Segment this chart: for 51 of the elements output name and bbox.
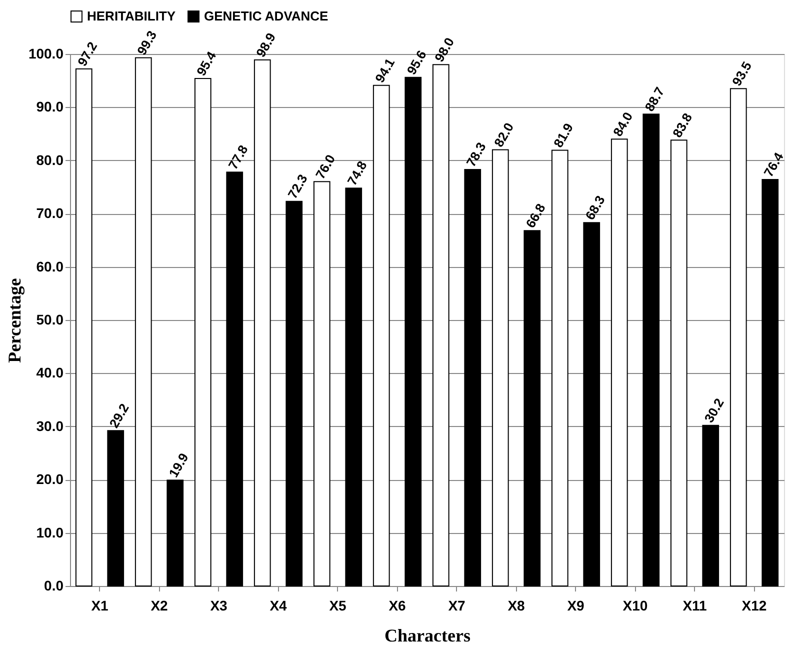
bar xyxy=(404,76,422,586)
bar xyxy=(583,222,600,586)
y-tick-label: 60.0 xyxy=(36,258,64,274)
y-tick-label: 50.0 xyxy=(36,312,64,328)
y-axis-title: Percentage xyxy=(4,278,24,363)
x-tick-label: X8 xyxy=(508,598,526,614)
y-tick-label: 20.0 xyxy=(36,471,64,488)
bar xyxy=(254,59,271,586)
x-tick-label: X9 xyxy=(567,598,585,614)
bar xyxy=(670,140,688,586)
y-tick-label: 10.0 xyxy=(36,524,64,540)
bar xyxy=(313,181,330,586)
x-tick-label: X4 xyxy=(270,598,288,614)
bar xyxy=(166,480,184,586)
bar xyxy=(642,114,660,586)
x-tick-label: X3 xyxy=(210,598,228,614)
bar xyxy=(610,138,628,586)
bar xyxy=(551,150,568,586)
bar xyxy=(702,424,720,586)
bar xyxy=(464,168,482,586)
bar xyxy=(730,88,747,586)
bar xyxy=(492,149,509,586)
x-tick-label: X12 xyxy=(742,598,767,614)
bar xyxy=(345,188,362,586)
bar xyxy=(226,172,244,586)
legend-label: GENETIC ADVANCE xyxy=(204,8,329,24)
y-tick-label: 80.0 xyxy=(36,152,64,168)
y-tick-label: 30.0 xyxy=(36,418,64,434)
bar xyxy=(107,430,124,586)
y-tick-label: 100.0 xyxy=(28,46,64,62)
x-tick-label: X7 xyxy=(448,598,466,614)
x-tick-label: X1 xyxy=(91,598,109,614)
bar xyxy=(75,68,92,586)
legend-label: HERITABILITY xyxy=(87,8,176,24)
y-tick-label: 90.0 xyxy=(36,98,64,115)
x-tick-label: X2 xyxy=(150,598,168,614)
x-tick-label: X11 xyxy=(682,598,708,614)
y-tick-label: 70.0 xyxy=(36,205,64,222)
bar xyxy=(762,179,779,586)
bar xyxy=(372,84,390,586)
bar xyxy=(134,57,152,586)
y-tick-label: 40.0 xyxy=(36,364,64,381)
bar xyxy=(524,230,541,586)
bar xyxy=(432,64,450,586)
y-tick-label: 0.0 xyxy=(44,578,64,594)
x-axis-title: Characters xyxy=(384,626,470,646)
bar xyxy=(194,78,212,586)
x-tick-label: X6 xyxy=(388,598,406,614)
x-tick-label: X5 xyxy=(329,598,347,614)
x-tick-label: X10 xyxy=(622,598,648,614)
bar xyxy=(286,200,303,586)
